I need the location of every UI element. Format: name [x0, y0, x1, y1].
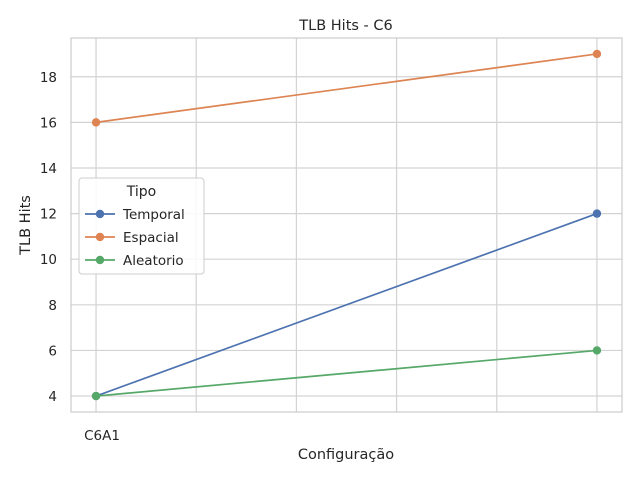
data-point-aleatorio	[91, 391, 101, 401]
y-axis-label: TLB Hits	[18, 195, 34, 256]
series-line-aleatorio	[95, 349, 598, 397]
legend-title: Tipo	[126, 184, 156, 200]
legend-marker-aleatorio	[95, 255, 105, 265]
y-tick-label: 6	[48, 343, 57, 359]
y-tick-label: 10	[40, 252, 57, 268]
legend-marker-espacial	[95, 232, 105, 242]
series-line-temporal	[95, 212, 598, 397]
data-point-espacial	[592, 49, 602, 59]
legend-label-temporal: Temporal	[122, 207, 185, 223]
y-tick-label: 8	[48, 298, 57, 314]
data-point-temporal	[592, 209, 602, 218]
y-tick-labels: 4 6 8 10 12 14 16 18	[40, 70, 57, 405]
legend: Tipo Temporal Espacial Aleatorio	[78, 177, 205, 275]
chart-title: TLB Hits - C6	[298, 18, 392, 34]
grid-lines	[71, 38, 622, 412]
series-line-espacial	[95, 53, 598, 124]
x-tick-labels: C6A1	[84, 428, 120, 444]
x-axis-label: Configuração	[298, 447, 394, 463]
legend-marker-temporal	[95, 209, 105, 219]
x-tick-label: C6A1	[84, 428, 120, 444]
y-tick-label: 12	[40, 207, 57, 223]
y-tick-label: 14	[40, 161, 57, 177]
data-point-aleatorio	[592, 346, 602, 355]
series-lines	[91, 49, 602, 401]
legend-label-aleatorio: Aleatorio	[123, 253, 184, 269]
legend-label-espacial: Espacial	[123, 230, 179, 246]
data-point-espacial	[91, 118, 101, 127]
plot-frame	[70, 37, 623, 413]
legend-box	[78, 177, 205, 275]
y-tick-label: 16	[40, 115, 57, 131]
y-tick-label: 4	[48, 389, 57, 405]
y-tick-label: 18	[40, 70, 57, 86]
